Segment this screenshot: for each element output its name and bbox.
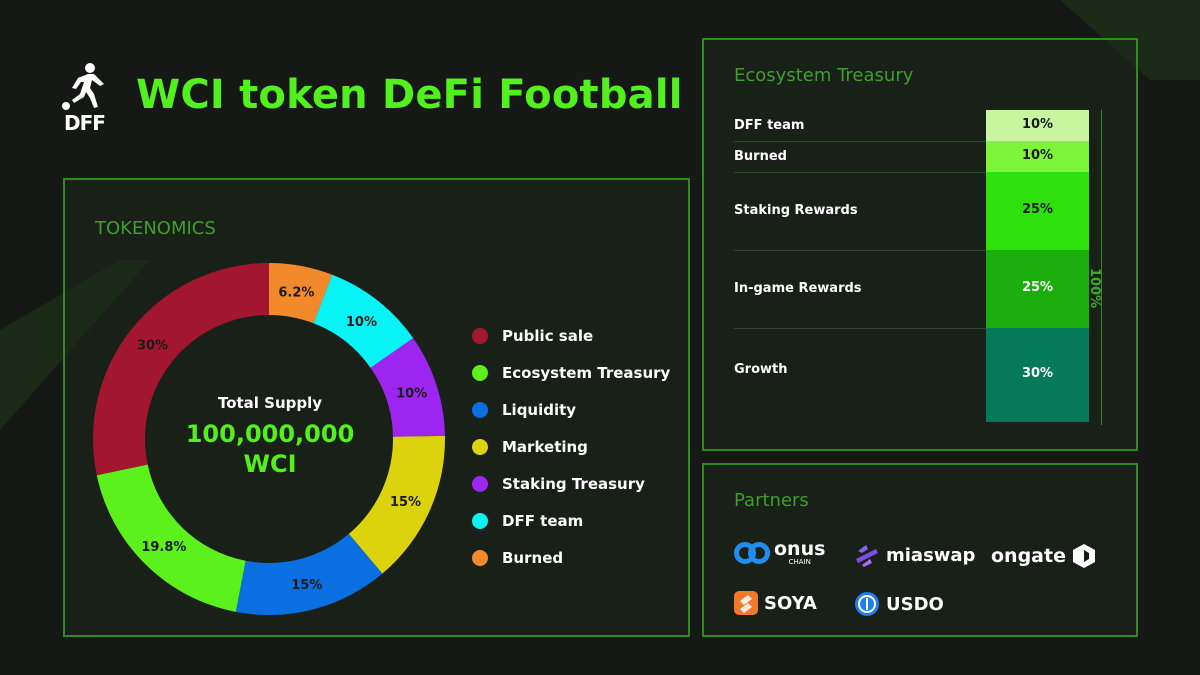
treasury-label-growth: Growth	[734, 362, 788, 378]
partner-ongate[interactable]: ongate	[991, 543, 1096, 569]
donut-slice-marketing	[348, 435, 445, 574]
treasury-bar-value: 10%	[1021, 147, 1054, 163]
legend-dot	[472, 364, 488, 381]
tokenomics-title: TOKENOMICS	[95, 218, 216, 239]
treasury-label-staking-rewards: Staking Rewards	[734, 203, 858, 219]
treasury-bar-growth: 30%	[986, 328, 1089, 422]
treasury-bar-in-game-rewards: 25%	[986, 250, 1089, 329]
partners-title: Partners	[734, 490, 809, 511]
tokenomics-legend: Public sale Ecosystem Treasury Liquidity Ma…	[472, 317, 670, 576]
treasury-bar-dff-team: 10%	[986, 110, 1089, 142]
legend-label: Public sale	[502, 326, 594, 345]
partner-name: ongate	[991, 545, 1066, 567]
legend-label: DFF team	[502, 511, 584, 530]
treasury-label-dff-team: DFF team	[734, 117, 805, 133]
legend-label: Ecosystem Treasury	[502, 363, 671, 382]
legend-item: Staking Treasury	[472, 465, 670, 502]
donut-slice-ecosystem-treasury	[96, 464, 246, 612]
donut-label-burned: 6.2%	[278, 286, 314, 301]
usdo-icon	[855, 592, 879, 616]
partner-sub: CHAIN	[788, 558, 811, 566]
treasury-label-burned: Burned	[734, 148, 787, 164]
total-bracket	[1101, 110, 1102, 425]
treasury-bar-value: 30%	[1021, 366, 1054, 382]
partner-name: USDO	[886, 593, 944, 615]
partner-name: miaswap	[886, 544, 976, 566]
legend-item: Ecosystem Treasury	[472, 354, 670, 391]
legend-label: Burned	[502, 548, 564, 567]
donut-label-liquidity: 15%	[291, 578, 322, 593]
donut-slice-dff-team	[313, 274, 414, 368]
partner-usdo[interactable]: USDO	[854, 591, 944, 617]
legend-item: DFF team	[472, 502, 670, 539]
treasury-divider	[734, 328, 986, 330]
treasury-bar-value: 10%	[1021, 116, 1054, 132]
treasury-divider	[734, 141, 986, 143]
donut-label-staking-treasury: 10%	[396, 387, 427, 402]
legend-item: Marketing	[472, 428, 670, 465]
donut-label-ecosystem-treasury: 19.8%	[141, 540, 186, 555]
treasury-bar-burned: 10%	[986, 141, 1089, 173]
total-supply-value: 100,000,000	[185, 420, 355, 448]
donut-slice-liquidity	[235, 533, 383, 615]
legend-item: Public sale	[472, 317, 670, 354]
legend-item: Liquidity	[472, 391, 670, 428]
treasury-bar-value: 25%	[1021, 280, 1054, 296]
onus-chain-icon	[734, 542, 770, 564]
treasury-divider	[734, 172, 986, 174]
legend-label: Marketing	[502, 437, 588, 456]
partners-panel: Partners onus CHAIN miaswap ongate	[702, 463, 1138, 637]
legend-dot	[472, 401, 488, 418]
legend-label: Liquidity	[502, 400, 577, 419]
tokenomics-panel: TOKENOMICS 6.2% 10% 10% 15% 15% 19.8% 30% Tota…	[63, 178, 690, 637]
tokenomics-donut-chart: 6.2% 10% 10% 15% 15% 19.8% 30%	[92, 263, 445, 615]
partner-name: onus	[774, 538, 826, 560]
soya-icon	[734, 591, 758, 615]
treasury-label-in-game-rewards: In-game Rewards	[734, 281, 862, 297]
partner-miaswap[interactable]: miaswap	[854, 543, 975, 567]
legend-dot	[472, 327, 488, 344]
donut-label-dff-team: 10%	[346, 315, 377, 330]
legend-dot	[472, 438, 488, 455]
ongate-icon	[1072, 544, 1095, 568]
total-supply-unit: WCI	[243, 450, 297, 478]
donut-label-marketing: 15%	[390, 495, 421, 510]
page-title: WCI token DeFi Football	[136, 72, 683, 118]
legend-label: Staking Treasury	[502, 474, 645, 493]
legend-dot	[472, 475, 488, 492]
treasury-divider	[734, 250, 986, 252]
miaswap-icon	[856, 545, 878, 567]
donut-slice-staking-treasury	[370, 338, 445, 437]
treasury-title: Ecosystem Treasury	[734, 65, 914, 86]
partner-name: SOYA	[764, 592, 817, 614]
ecosystem-treasury-panel: Ecosystem Treasury 10% DFF team 10% Burned 2…	[702, 38, 1138, 451]
legend-dot	[472, 512, 488, 529]
treasury-bar-staking-rewards: 25%	[986, 172, 1089, 251]
logo-text: DFF	[64, 111, 106, 135]
total-percent-label: 100%	[1087, 268, 1102, 309]
partner-onus[interactable]: onus CHAIN	[734, 539, 825, 567]
donut-slice-burned	[269, 263, 333, 324]
legend-item: Burned	[472, 539, 670, 576]
total-supply-label: Total Supply	[217, 394, 323, 412]
legend-dot	[472, 549, 488, 566]
donut-label-public-sale: 30%	[137, 338, 168, 353]
dff-logo-icon	[62, 63, 104, 110]
partner-soya[interactable]: SOYA	[734, 591, 817, 615]
treasury-bar-value: 25%	[1021, 202, 1054, 218]
donut-slice-public-sale	[92, 263, 269, 476]
